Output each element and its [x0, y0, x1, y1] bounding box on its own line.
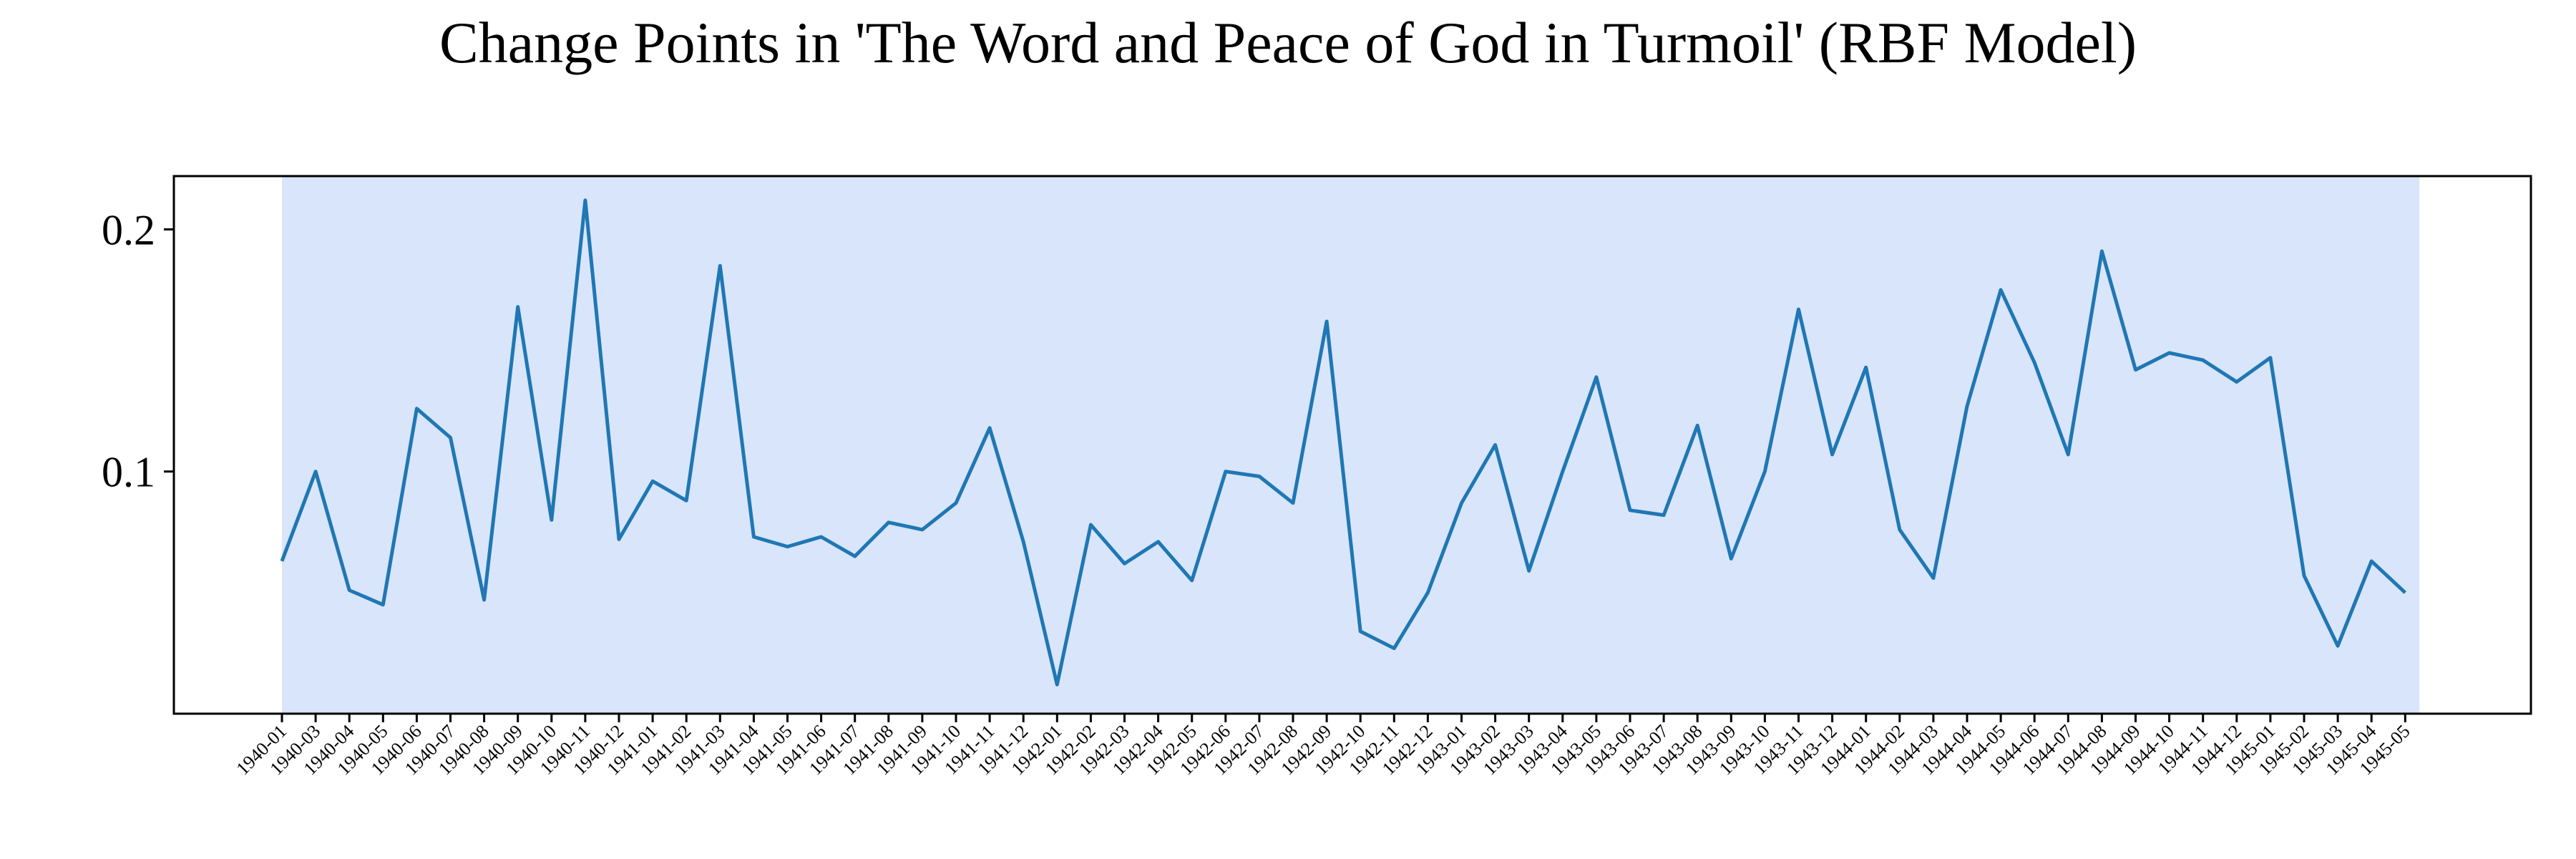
shaded-region [282, 176, 2420, 714]
chart-title: Change Points in 'The Word and Peace of … [439, 10, 2137, 75]
y-tick-label: 0.2 [102, 206, 155, 253]
plot-frame [172, 175, 2532, 715]
y-tick-label: 0.1 [102, 449, 155, 496]
changepoint-shaded-region [282, 176, 2420, 714]
y-axis: 0.1 0.2 [102, 206, 174, 496]
series-line [280, 198, 2407, 686]
series-line-layer [280, 198, 2407, 686]
x-axis: 1940-011940-031940-041940-051940-061940-… [232, 714, 2414, 780]
